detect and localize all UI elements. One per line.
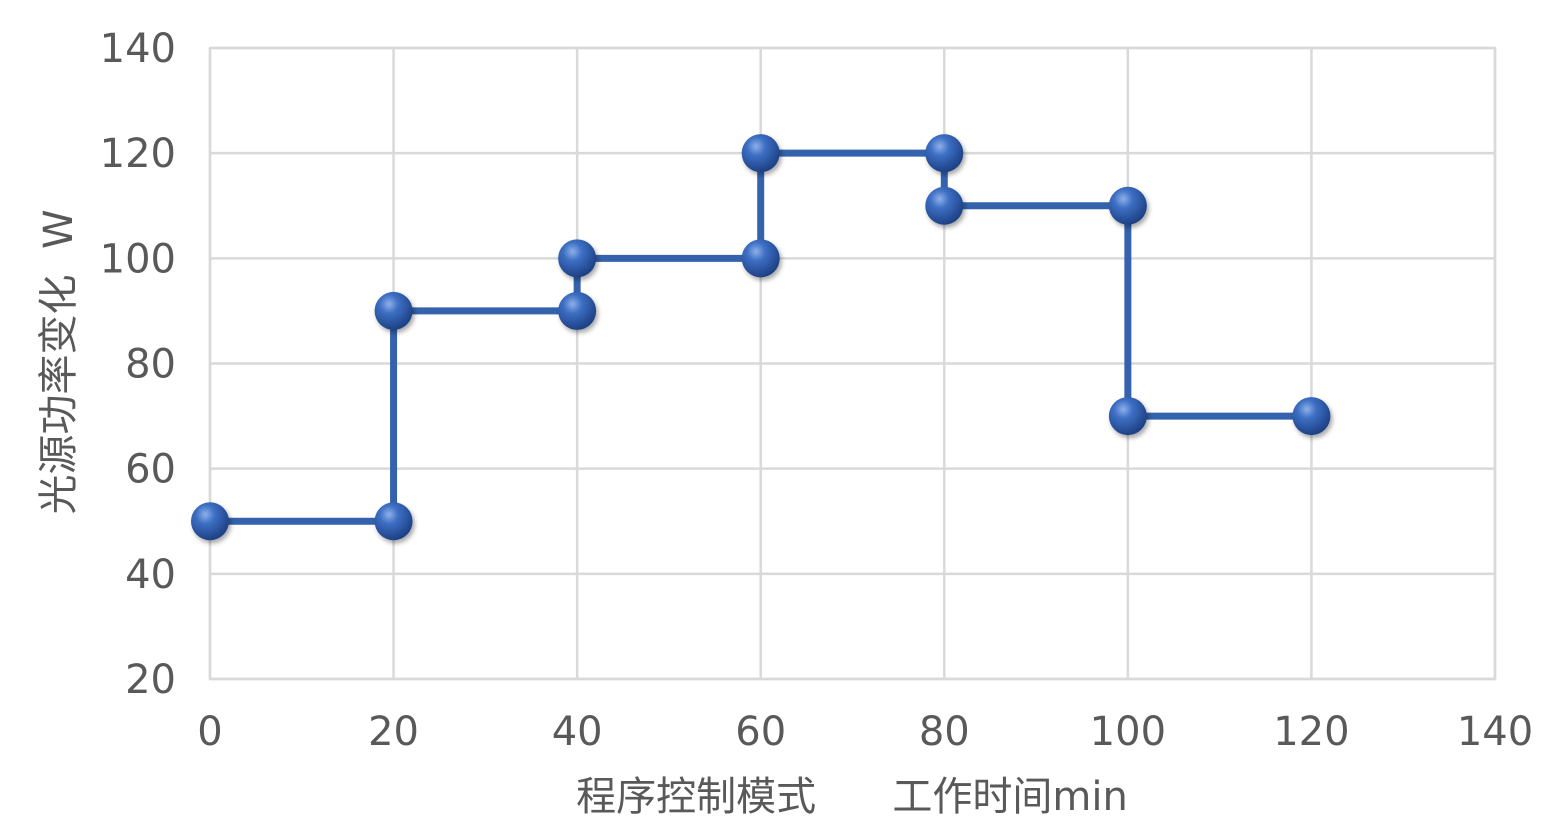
data-point: [925, 134, 964, 173]
data-point: [191, 502, 229, 541]
x-tick-label: 140: [1457, 709, 1533, 755]
data-point: [925, 186, 964, 225]
y-tick-label: 120: [100, 131, 176, 177]
y-tick-label: 80: [125, 342, 176, 388]
data-point: [1108, 397, 1147, 436]
x-axis-tick-labels: 0 20 40 60 80 100 120 140: [197, 709, 1533, 755]
data-point: [1108, 186, 1147, 225]
data-point: [1292, 397, 1331, 436]
x-tick-label: 120: [1273, 709, 1349, 755]
y-axis-title: 光源功率变化 W: [36, 210, 82, 515]
data-point: [374, 291, 413, 330]
x-tick-label: 100: [1090, 709, 1166, 755]
x-axis-title: 程序控制模式 工作时间min: [576, 774, 1128, 820]
data-point: [558, 239, 597, 278]
x-tick-label: 40: [552, 709, 603, 755]
x-tick-label: 20: [368, 709, 419, 755]
data-point: [558, 291, 597, 330]
y-tick-label: 20: [125, 657, 176, 703]
data-point: [741, 134, 780, 173]
series-0: [191, 134, 1331, 541]
y-tick-label: 100: [100, 236, 176, 282]
y-tick-label: 60: [125, 447, 176, 493]
data-point: [374, 502, 413, 541]
data-point: [741, 239, 780, 278]
x-tick-label: 0: [197, 709, 222, 755]
series-line: [210, 149, 1312, 525]
x-tick-label: 60: [735, 709, 786, 755]
series: [191, 134, 1331, 541]
x-tick-label: 80: [919, 709, 970, 755]
plot-area-border: [208, 46, 1497, 681]
y-tick-label: 40: [125, 552, 176, 598]
y-axis-tick-labels: 20 40 60 80 100 120 140: [100, 26, 176, 703]
y-tick-label: 140: [100, 26, 176, 72]
grid: [208, 46, 1497, 681]
